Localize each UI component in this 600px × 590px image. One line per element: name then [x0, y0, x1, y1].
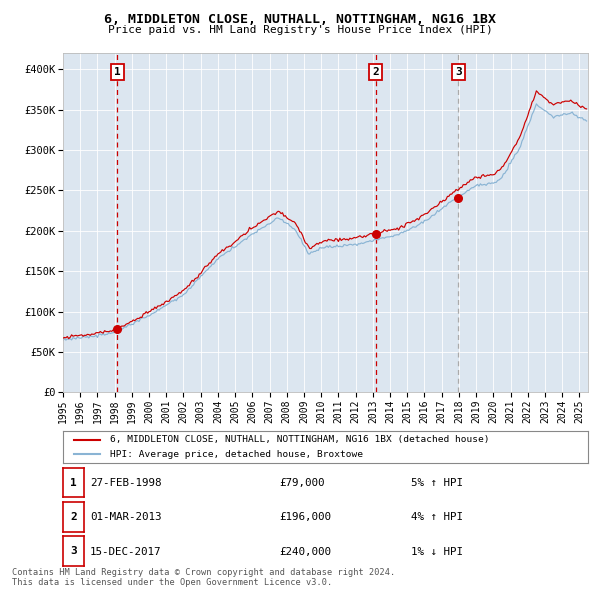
Text: 3: 3	[455, 67, 461, 77]
Text: Price paid vs. HM Land Registry's House Price Index (HPI): Price paid vs. HM Land Registry's House …	[107, 25, 493, 35]
Text: 1: 1	[114, 67, 121, 77]
Text: £240,000: £240,000	[279, 547, 331, 556]
Text: 2: 2	[70, 512, 77, 522]
Text: 6, MIDDLETON CLOSE, NUTHALL, NOTTINGHAM, NG16 1BX: 6, MIDDLETON CLOSE, NUTHALL, NOTTINGHAM,…	[104, 13, 496, 26]
Text: 3: 3	[70, 546, 77, 556]
Text: Contains HM Land Registry data © Crown copyright and database right 2024.
This d: Contains HM Land Registry data © Crown c…	[12, 568, 395, 587]
Text: 4% ↑ HPI: 4% ↑ HPI	[411, 513, 463, 522]
Text: £196,000: £196,000	[279, 513, 331, 522]
Text: 15-DEC-2017: 15-DEC-2017	[90, 547, 161, 556]
Text: 01-MAR-2013: 01-MAR-2013	[90, 513, 161, 522]
Text: 1: 1	[70, 478, 77, 487]
Text: 27-FEB-1998: 27-FEB-1998	[90, 478, 161, 488]
Text: 2: 2	[373, 67, 379, 77]
Text: 1% ↓ HPI: 1% ↓ HPI	[411, 547, 463, 556]
Text: 6, MIDDLETON CLOSE, NUTHALL, NOTTINGHAM, NG16 1BX (detached house): 6, MIDDLETON CLOSE, NUTHALL, NOTTINGHAM,…	[110, 435, 490, 444]
Text: 5% ↑ HPI: 5% ↑ HPI	[411, 478, 463, 488]
Text: HPI: Average price, detached house, Broxtowe: HPI: Average price, detached house, Brox…	[110, 450, 363, 458]
Text: £79,000: £79,000	[279, 478, 325, 488]
